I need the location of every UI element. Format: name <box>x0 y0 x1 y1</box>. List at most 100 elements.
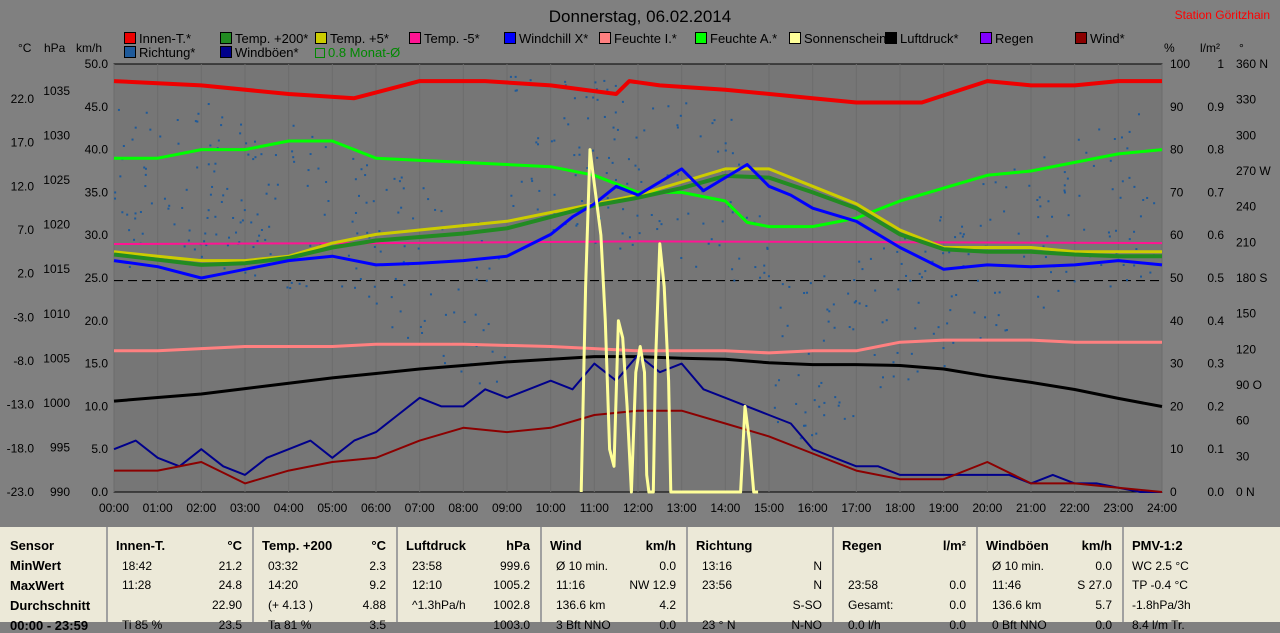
stats-unit: °C <box>227 538 242 553</box>
direction-point <box>638 232 641 235</box>
direction-point <box>168 204 171 207</box>
tick-label-time: 23:00 <box>1103 501 1133 515</box>
direction-point <box>238 241 241 244</box>
direction-point <box>119 175 122 178</box>
legend-innen-t[interactable]: Innen-T.* <box>124 31 191 46</box>
stats-cell-value: 0.0 <box>1095 559 1112 573</box>
direction-point <box>134 212 137 215</box>
legend-label: Innen-T.* <box>139 31 192 46</box>
direction-point <box>979 224 982 227</box>
direction-point <box>658 220 661 223</box>
tick-label-time: 24:00 <box>1147 501 1177 515</box>
stats-table: Sensor MinWert MaxWert Durchschnitt 00:0… <box>0 527 1280 633</box>
direction-point <box>627 158 630 161</box>
chart-title: Donnerstag, 06.02.2014 <box>548 7 732 26</box>
legend-temp-200[interactable]: Temp. +200* <box>220 31 308 46</box>
direction-point <box>811 434 814 437</box>
direction-point <box>375 302 378 305</box>
unit-degree: ° <box>1239 41 1244 55</box>
stats-cell-value: 4.2 <box>659 598 676 612</box>
direction-point <box>402 187 405 190</box>
legend-monat-avg[interactable]: 0.8 Monat-Ø <box>315 45 400 60</box>
direction-point <box>843 417 846 420</box>
direction-point <box>1004 329 1007 332</box>
legend-swatch <box>315 48 325 58</box>
stats-cell-value: 0.0 <box>949 598 966 612</box>
legend-swatch <box>885 32 897 44</box>
tick-label-time: 03:00 <box>230 501 260 515</box>
direction-point <box>759 276 762 279</box>
direction-point <box>355 267 358 270</box>
legend-regen[interactable]: Regen <box>980 31 1033 46</box>
direction-point <box>235 231 238 234</box>
legend-richtung[interactable]: Richtung* <box>124 45 195 60</box>
stats-cell-label: 136.6 km <box>992 598 1042 612</box>
direction-point <box>531 180 534 183</box>
direction-point <box>581 200 584 203</box>
direction-point <box>823 275 826 278</box>
direction-point <box>592 96 595 99</box>
series-wind <box>114 409 1163 493</box>
legend-swatch <box>220 46 232 58</box>
direction-point <box>463 321 466 324</box>
direction-point <box>239 221 242 224</box>
legend-windchill[interactable]: Windchill X* <box>504 31 588 46</box>
direction-point <box>209 193 212 196</box>
legend-temp-minus5[interactable]: Temp. -5* <box>409 31 480 46</box>
direction-point <box>865 304 868 307</box>
legend-label: 0.8 Monat-Ø <box>328 45 401 60</box>
direction-point <box>478 382 481 385</box>
tick-label-wind: 15.0 <box>85 357 109 371</box>
stats-cell-value: N-NO <box>791 618 822 632</box>
direction-point <box>766 247 769 250</box>
direction-point <box>379 250 382 253</box>
direction-point <box>733 279 736 282</box>
stats-cell-value: 23.5 <box>218 618 242 632</box>
direction-point <box>434 208 437 211</box>
direction-point <box>1042 245 1045 248</box>
direction-point <box>352 157 355 160</box>
legend-feuchte-i[interactable]: Feuchte I.* <box>599 31 677 46</box>
direction-point <box>444 362 447 365</box>
legend-windboeen[interactable]: Windböen* <box>220 45 299 60</box>
stats-cell-label: 136.6 km <box>556 598 606 612</box>
legend-temp-5[interactable]: Temp. +5* <box>315 31 389 46</box>
direction-point <box>781 283 784 286</box>
direction-point <box>676 218 679 221</box>
direction-point <box>240 199 243 202</box>
direction-point <box>537 137 540 140</box>
direction-point <box>621 232 624 235</box>
direction-point <box>307 169 310 172</box>
tick-label-rain: 0.5 <box>1207 271 1224 285</box>
direction-point <box>717 150 720 153</box>
direction-point <box>254 156 257 159</box>
stats-cell-value: 21.2 <box>218 559 242 573</box>
direction-point <box>778 379 781 382</box>
direction-point <box>574 174 577 177</box>
stats-cell-label: 12:10 <box>412 578 443 592</box>
legend-wind[interactable]: Wind* <box>1075 31 1125 46</box>
pmv-rain: 8.4 l/m Tr. <box>1132 618 1185 632</box>
direction-point <box>611 161 614 164</box>
direction-point <box>196 166 199 169</box>
direction-point <box>634 164 637 167</box>
series-temp-5 <box>113 240 1163 245</box>
unit-celsius: °C <box>18 41 32 55</box>
direction-point <box>274 197 277 200</box>
legend-luftdruck[interactable]: Luftdruck* <box>885 31 959 46</box>
legend-sonnenschein[interactable]: Sonnenschein <box>789 31 886 46</box>
direction-point <box>475 266 478 269</box>
direction-point <box>222 194 225 197</box>
legend-swatch <box>220 32 232 44</box>
direction-point <box>932 332 935 335</box>
direction-point <box>685 102 688 105</box>
direction-point <box>979 337 982 340</box>
legend-feuchte-a[interactable]: Feuchte A.* <box>695 31 777 46</box>
tick-label-humidity: 30 <box>1170 357 1184 371</box>
direction-point <box>260 153 263 156</box>
direction-point <box>961 225 964 228</box>
direction-point <box>1013 168 1016 171</box>
direction-point <box>194 120 197 123</box>
direction-point <box>896 250 899 253</box>
stats-cell-value: 24.8 <box>218 578 242 592</box>
